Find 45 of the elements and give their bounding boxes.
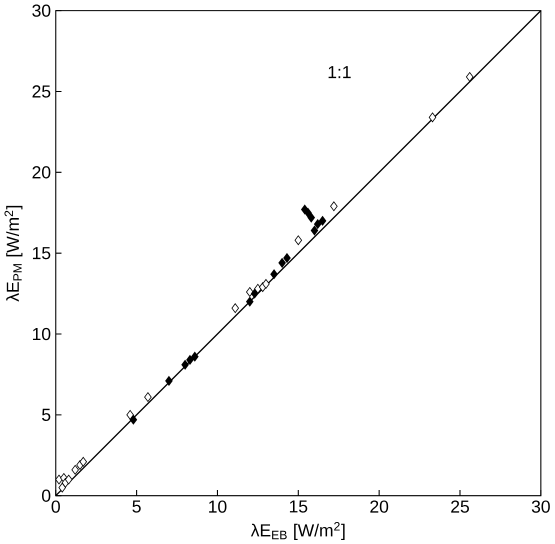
point <box>71 464 79 474</box>
point <box>186 354 194 365</box>
point <box>466 72 474 82</box>
point <box>144 392 152 402</box>
point <box>262 278 270 289</box>
point <box>80 456 87 466</box>
point <box>232 303 239 313</box>
x-tick-label: 20 <box>370 500 388 513</box>
y-tick-label: 20 <box>32 166 50 178</box>
y-tick-label: 0 <box>42 489 50 502</box>
y-tick-label: 10 <box>32 328 50 340</box>
x-tick-label: 0 <box>52 500 60 513</box>
x-tick-label: 15 <box>290 500 308 512</box>
point <box>283 252 291 263</box>
point <box>270 269 278 279</box>
point <box>181 360 189 370</box>
x-tick-label: 30 <box>532 500 550 513</box>
x-tick-label: 10 <box>209 500 226 513</box>
y-tick-label: 25 <box>32 85 50 98</box>
y-axis-title: λE$_{PM}$ [W/m$^{2}$] <box>4 206 22 302</box>
y-tick-label: 30 <box>32 4 50 17</box>
point <box>278 258 286 268</box>
y-tick-label: 5 <box>42 408 50 421</box>
point <box>246 296 254 306</box>
point <box>126 410 134 420</box>
point <box>130 414 138 424</box>
point <box>308 212 315 222</box>
point <box>330 201 338 211</box>
point <box>246 286 254 297</box>
point <box>250 288 258 298</box>
annotation: 1:1 <box>328 66 351 78</box>
point <box>314 219 322 229</box>
point <box>304 208 312 218</box>
point <box>310 226 318 236</box>
point <box>165 376 173 386</box>
x-axis-title: λE$_{EB}$ [W/m$^{2}$] <box>250 522 345 540</box>
point <box>58 482 66 492</box>
x-tick-label: 25 <box>451 500 469 513</box>
point <box>191 352 199 362</box>
point <box>294 235 302 245</box>
point <box>318 216 326 226</box>
x-tick-label: 5 <box>132 500 141 512</box>
y-tick-label: 15 <box>32 246 50 260</box>
point <box>64 474 72 484</box>
point <box>428 112 436 122</box>
